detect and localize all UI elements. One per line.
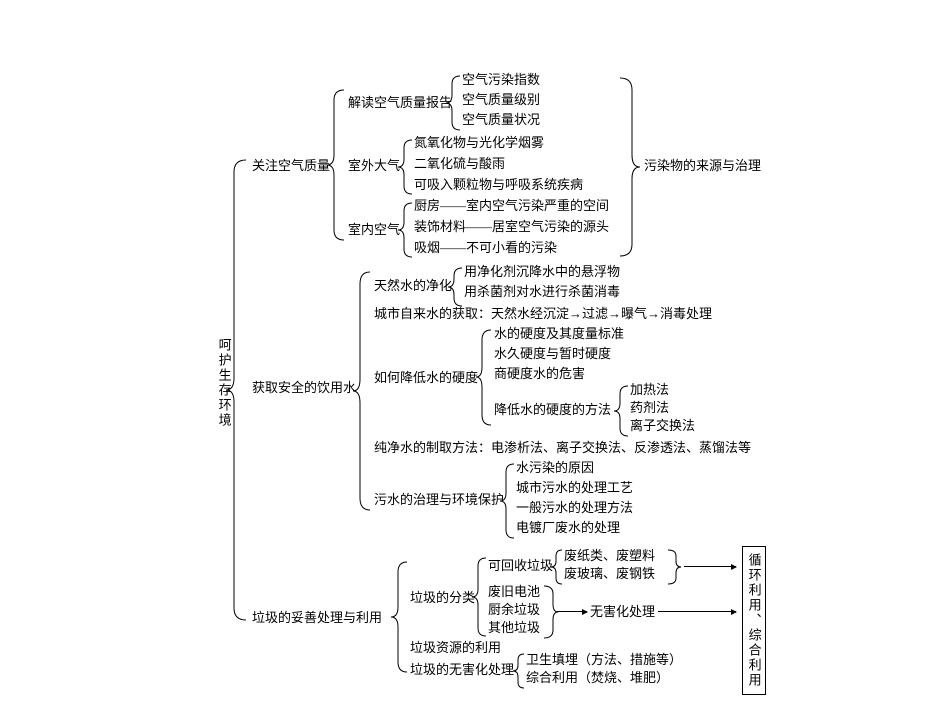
b2-c1-i2: 用杀菌剂对水进行杀菌消毒 bbox=[464, 284, 620, 300]
b2-c2-sub-i2: 药剂法 bbox=[630, 400, 669, 416]
b1-c1-i2: 空气质量级别 bbox=[462, 92, 540, 108]
b1-c3-bracket bbox=[402, 203, 414, 257]
b3-c1-note: 无害化处理 bbox=[590, 604, 655, 620]
b1-c3-i3: 吸烟——不可小看的污染 bbox=[414, 240, 557, 256]
b3-title: 垃圾的妥善处理与利用 bbox=[252, 610, 382, 626]
b1-title: 关注空气质量 bbox=[252, 158, 330, 174]
b3-c1-r-i2: 废玻璃、废钢铁 bbox=[564, 566, 655, 582]
b3-c1-r-title: 可回收垃圾 bbox=[488, 558, 553, 574]
b2-c2-sub-i3: 离子交换法 bbox=[630, 418, 695, 434]
b3-c1-r-bracket bbox=[554, 550, 564, 584]
b2-c3-i4: 电镀厂废水的处理 bbox=[516, 520, 620, 536]
b2-c2-sub-bracket bbox=[618, 386, 630, 436]
b1-right: 污染物的来源与治理 bbox=[644, 158, 761, 174]
b3-c1-title: 垃圾的分类 bbox=[410, 590, 475, 606]
root-bracket bbox=[232, 160, 252, 620]
b2-c2-bracket bbox=[480, 330, 494, 425]
b3-c3-bracket bbox=[516, 654, 526, 688]
b3-c1-r-i1: 废纸类、废塑料 bbox=[564, 548, 655, 564]
b3-bracket bbox=[396, 562, 410, 672]
root-label: 呵护生存环境 bbox=[216, 338, 232, 428]
b1-c1-title: 解读空气质量报告 bbox=[348, 95, 452, 111]
b3-c3-i2: 综合利用（焚烧、堆肥） bbox=[526, 670, 669, 686]
b1-c2-title: 室外大气 bbox=[348, 158, 400, 174]
b1-right-bracket bbox=[620, 78, 636, 256]
b2-c1-title: 天然水的净化 bbox=[374, 278, 452, 294]
b2-c2-sub-i1: 加热法 bbox=[630, 382, 669, 398]
b3-c1-bracket bbox=[476, 558, 488, 636]
b2-c2-sub-title: 降低水的硬度的方法 bbox=[494, 402, 611, 418]
b3-c1-close1 bbox=[668, 550, 678, 584]
b2-title: 获取安全的饮用水 bbox=[252, 380, 356, 396]
b2-c3-title: 污水的治理与环境保护 bbox=[374, 492, 504, 508]
b2-line2: 纯净水的制取方法：电渗析法、离子交换法、反渗透法、蒸馏法等 bbox=[374, 440, 751, 456]
b3-c1-i2: 厨余垃圾 bbox=[488, 602, 540, 618]
b2-c3-i1: 水污染的原因 bbox=[516, 460, 594, 476]
b2-line: 城市自来水的获取：天然水经沉淀→过滤→曝气→消毒处理 bbox=[374, 306, 712, 322]
b1-c2-i2: 二氧化硫与酸雨 bbox=[414, 156, 505, 172]
b3-c1-i1: 废旧电池 bbox=[488, 584, 540, 600]
b1-c1-i1: 空气污染指数 bbox=[462, 72, 540, 88]
b2-c3-i2: 城市污水的处理工艺 bbox=[516, 480, 633, 496]
b2-c2-i1: 水的硬度及其度量标准 bbox=[494, 326, 624, 342]
b3-c1-close2 bbox=[544, 586, 556, 638]
b2-c1-bracket bbox=[452, 268, 464, 306]
b2-c3-i3: 一般污水的处理方法 bbox=[516, 500, 633, 516]
b2-c2-title: 如何降低水的硬度 bbox=[374, 370, 478, 386]
b3-c2: 垃圾资源的利用 bbox=[410, 640, 501, 656]
b3-arrow1 bbox=[684, 566, 736, 567]
b1-c3-i2: 装饰材料——居室空气污染的源头 bbox=[414, 219, 609, 235]
b3-arrow-note-left bbox=[557, 611, 587, 612]
b2-c1-i1: 用净化剂沉降水中的悬浮物 bbox=[464, 264, 620, 280]
b1-c2-i1: 氮氧化物与光化学烟雾 bbox=[414, 135, 544, 151]
b3-rightbox: 循环利用、综合利用 bbox=[742, 546, 766, 695]
b3-c3-title: 垃圾的无害化处理 bbox=[410, 662, 514, 678]
b1-c2-i3: 可吸入颗粒物与呼吸系统疾病 bbox=[414, 177, 583, 193]
b3-c1-i3: 其他垃圾 bbox=[488, 620, 540, 636]
b1-bracket bbox=[332, 90, 348, 240]
b1-c3-i1: 厨房——室内空气污染严重的空间 bbox=[414, 198, 609, 214]
b2-bracket bbox=[358, 272, 374, 510]
b3-c3-i1: 卫生填埋（方法、措施等） bbox=[526, 652, 682, 668]
b3-arrow-note-right bbox=[658, 611, 736, 612]
b1-c2-bracket bbox=[402, 140, 414, 194]
b1-c3-title: 室内空气 bbox=[348, 222, 400, 238]
b1-c1-i3: 空气质量状况 bbox=[462, 112, 540, 128]
b1-c1-bracket bbox=[450, 76, 462, 130]
b2-c2-i3: 商硬度水的危害 bbox=[494, 366, 585, 382]
b2-c2-i2: 水久硬度与暂时硬度 bbox=[494, 346, 611, 362]
b2-c3-bracket bbox=[504, 464, 516, 538]
